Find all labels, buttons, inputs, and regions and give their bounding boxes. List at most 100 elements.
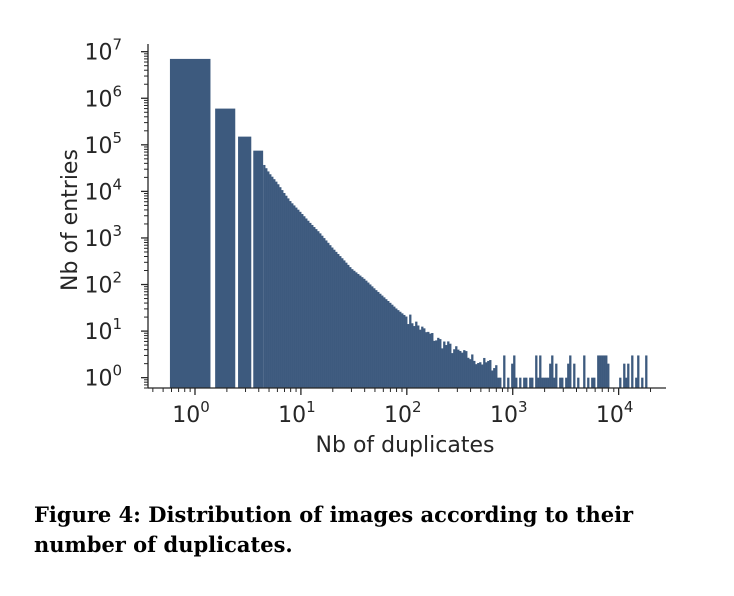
- histogram-bar: [347, 264, 350, 388]
- histogram-bar: [371, 286, 374, 388]
- histogram-bar: [429, 333, 432, 388]
- histogram-bar: [413, 326, 416, 388]
- histogram-bar: [411, 323, 414, 388]
- histogram-bar: [275, 181, 278, 388]
- histogram-bar: [327, 242, 330, 388]
- histogram-bar: [447, 341, 450, 388]
- histogram-bar: [473, 360, 476, 388]
- histogram-bar: [409, 314, 412, 388]
- histogram-bar: [305, 218, 308, 388]
- histogram-bar: [565, 377, 568, 388]
- histogram-bar: [523, 377, 526, 388]
- histogram-bar: [321, 235, 324, 388]
- y-tick-label: 106: [84, 82, 122, 112]
- histogram-bar: [395, 308, 398, 388]
- histogram-bar: [325, 240, 328, 388]
- histogram-bar: [499, 377, 502, 388]
- histogram-bar: [215, 108, 236, 388]
- histogram-bar: [267, 171, 270, 388]
- bars-layer: [169, 58, 648, 389]
- histogram-bar: [607, 363, 610, 388]
- histogram-bar: [627, 363, 630, 388]
- histogram-bar: [619, 377, 622, 388]
- histogram-bar: [641, 377, 644, 388]
- histogram-bar: [593, 377, 596, 388]
- histogram-bar: [401, 313, 404, 388]
- histogram-bar: [539, 355, 542, 388]
- histogram-bar: [577, 377, 580, 388]
- histogram-bar: [515, 377, 518, 388]
- histogram-bar: [335, 251, 338, 388]
- histogram-bar: [537, 377, 540, 388]
- histogram-bar: [543, 377, 546, 388]
- histogram-bar: [467, 357, 470, 388]
- histogram-bar: [583, 355, 586, 388]
- histogram-bar: [399, 311, 402, 388]
- y-tick-label: 102: [84, 269, 122, 299]
- histogram-bar: [477, 363, 480, 388]
- ticks-layer: 100 101 102 103 104 100 101 102 103 104 105 106 107: [84, 36, 652, 428]
- histogram-bar: [363, 278, 366, 388]
- histogram-bar: [637, 355, 640, 388]
- histogram-bar: [511, 363, 514, 388]
- histogram-bar: [449, 343, 452, 388]
- histogram-bar: [333, 249, 336, 388]
- histogram-bar: [569, 355, 572, 388]
- x-tick-label: 102: [384, 398, 422, 428]
- histogram-bar: [561, 377, 564, 388]
- histogram-bar: [345, 262, 348, 388]
- y-tick-label: 103: [84, 222, 122, 252]
- histogram-bar: [433, 340, 436, 388]
- histogram-bar: [485, 362, 488, 388]
- histogram-bar: [497, 377, 500, 388]
- histogram-bar: [567, 363, 570, 388]
- histogram-bar: [253, 150, 264, 388]
- figure-caption: Figure 4: Distribution of images accordi…: [34, 502, 634, 557]
- histogram-bar: [389, 302, 392, 388]
- histogram-bar: [279, 187, 282, 388]
- histogram-bar: [349, 267, 352, 388]
- histogram-bar: [423, 328, 426, 388]
- histogram-bar: [597, 355, 600, 388]
- histogram-bar: [285, 195, 288, 388]
- histogram-bar: [535, 355, 538, 388]
- histogram-bar: [559, 377, 562, 388]
- histogram-bar: [437, 337, 440, 388]
- histogram-bar: [605, 355, 608, 388]
- histogram-bar: [405, 316, 408, 388]
- histogram-bar: [387, 301, 390, 388]
- histogram-bar: [441, 348, 444, 388]
- histogram-bar: [385, 299, 388, 388]
- histogram-bar: [547, 377, 550, 388]
- histogram-bar: [435, 340, 438, 388]
- histogram-bar: [549, 363, 552, 388]
- histogram-bar: [263, 164, 266, 388]
- duplicates-histogram: 100 101 102 103 104100101102103104105106107 …: [58, 36, 666, 458]
- y-axis-label: Nb of entries: [58, 149, 83, 291]
- histogram-bar: [431, 333, 434, 388]
- histogram-bar: [369, 284, 372, 388]
- y-tick-label: 107: [84, 36, 122, 66]
- histogram-bar: [339, 256, 342, 388]
- histogram-bar: [491, 370, 494, 388]
- histogram-bar: [427, 331, 430, 388]
- histogram-bar: [377, 291, 380, 388]
- histogram-bar: [365, 280, 368, 388]
- histogram-bar: [357, 273, 360, 388]
- y-tick-label: 101: [84, 315, 122, 345]
- histogram-bar: [519, 377, 522, 388]
- histogram-bar: [623, 363, 626, 388]
- histogram-bar: [303, 216, 306, 388]
- histogram-bar: [513, 355, 516, 388]
- histogram-bar: [379, 293, 382, 388]
- histogram-bar: [525, 377, 528, 388]
- histogram-bar: [361, 277, 364, 388]
- histogram-bar: [475, 364, 478, 388]
- histogram-bar: [455, 346, 458, 388]
- histogram-bar: [309, 222, 312, 388]
- histogram-bar: [631, 355, 634, 388]
- histogram-bar: [451, 353, 454, 388]
- histogram-bar: [493, 368, 496, 388]
- histogram-bar: [337, 253, 340, 388]
- histogram-bar: [457, 349, 460, 388]
